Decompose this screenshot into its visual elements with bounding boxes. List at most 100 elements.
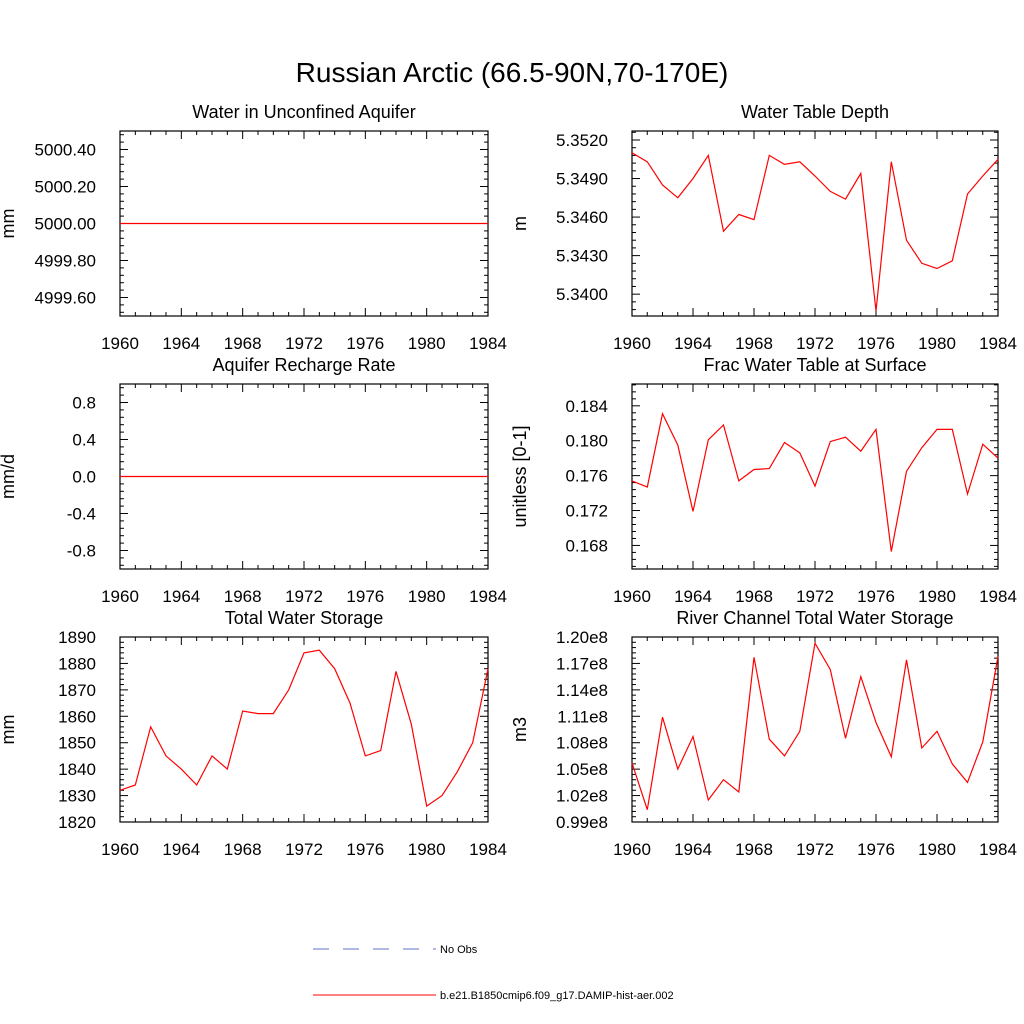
legend: No Obs b.e21.B1850cmip6.f09_g17.DAMIP-his… [313,944,674,1002]
chart-panel-6: 1960 1964 1968 1972 1976 1980 1984 0.99e8 1.02e8… [510,608,1017,859]
x-tick-label: 1968 [735,587,773,606]
series-line [631,641,999,810]
legend-label: b.e21.B1850cmip6.f09_g17.DAMIP-hist-aer.… [440,990,674,1002]
y-tick-label: 0.172 [565,502,608,521]
figure-title: Russian Arctic (66.5-90N,70-170E) [296,57,729,88]
y-tick-label: 1890 [58,628,96,647]
y-tick-label: 0.4 [72,431,96,450]
chart-panel-5: 1960 1964 1968 1972 1976 1980 1984 1820 1830 1840… [0,608,507,859]
x-tick-label: 1960 [613,334,651,353]
panel-title: Frac Water Table at Surface [703,355,926,375]
y-axis-label: m3 [510,717,530,742]
legend-entry-run: b.e21.B1850cmip6.f09_g17.DAMIP-hist-aer.… [313,990,674,1002]
x-tick-label: 1984 [469,840,507,859]
plot-frame [631,636,999,823]
x-tick-label: 1964 [162,840,200,859]
x-tick-label: 1980 [918,587,956,606]
x-tick-label: 1964 [162,334,200,353]
x-tick-label: 1968 [224,587,262,606]
chart-panel-2: 1960 1964 1968 1972 1976 1980 1984 5.3400 5.3430… [510,102,1017,353]
panel-title: Water in Unconfined Aquifer [192,102,415,122]
series-line [631,411,999,552]
y-tick-label: 1.11e8 [557,707,608,726]
legend-label: No Obs [440,944,478,956]
y-axis-label: m [510,216,530,231]
y-axis-label: mm [0,715,18,745]
x-tick-label: 1980 [408,840,446,859]
y-tick-label: 5000.20 [35,178,96,197]
x-tick-label: 1976 [857,334,895,353]
x-tick-label: 1960 [613,587,651,606]
y-tick-label: 1.20e8 [556,628,608,647]
y-tick-label: 1830 [58,787,96,806]
y-tick-label: 1840 [58,760,96,779]
x-tick-label: 1980 [408,334,446,353]
x-tick-label: 1968 [224,840,262,859]
y-tick-label: 0.168 [565,536,608,555]
y-tick-label: 0.99e8 [556,813,608,832]
x-tick-label: 1972 [285,840,323,859]
x-tick-label: 1972 [796,334,834,353]
series-line [119,649,489,808]
x-tick-label: 1964 [674,587,712,606]
y-tick-label: 0.180 [565,432,608,451]
y-tick-label: 5.3460 [556,208,608,227]
x-tick-label: 1980 [918,840,956,859]
panel-title: River Channel Total Water Storage [676,608,953,628]
y-tick-label: 1860 [58,707,96,726]
chart-panel-3: 1960 1964 1968 1972 1976 1980 1984 -0.8 -0.4 0.0 0… [0,355,507,606]
y-tick-label: 0.0 [72,468,96,487]
panel-title: Aquifer Recharge Rate [212,355,395,375]
x-tick-label: 1976 [346,840,384,859]
plot-frame [631,130,999,317]
x-tick-label: 1968 [224,334,262,353]
panel-title: Water Table Depth [741,102,889,122]
y-tick-label: 1.05e8 [556,760,608,779]
x-tick-label: 1984 [979,587,1017,606]
x-tick-label: 1976 [857,840,895,859]
y-tick-label: 0.184 [565,397,608,416]
y-axis-label: mm [0,209,18,239]
y-tick-label: 4999.60 [35,289,96,308]
y-tick-label: 4999.80 [35,252,96,271]
plot-frame [119,636,489,823]
y-tick-label: 5.3490 [556,170,608,189]
x-tick-label: 1972 [285,334,323,353]
series-line [631,152,999,311]
y-tick-label: 1880 [58,654,96,673]
x-tick-label: 1972 [796,840,834,859]
y-tick-label: 0.8 [72,394,96,413]
y-tick-label: 1850 [58,734,96,753]
x-tick-label: 1960 [101,334,139,353]
y-tick-label: 1820 [58,813,96,832]
x-tick-label: 1964 [674,840,712,859]
x-tick-label: 1976 [857,587,895,606]
y-tick-label: 0.176 [565,467,608,486]
y-tick-label: -0.4 [67,505,96,524]
x-tick-label: 1972 [285,587,323,606]
x-tick-label: 1984 [469,587,507,606]
y-tick-label: 5000.40 [35,141,96,160]
y-tick-label: 1.17e8 [556,654,608,673]
x-tick-label: 1960 [613,840,651,859]
x-tick-label: 1976 [346,587,384,606]
y-axis-label: unitless [0-1] [510,425,530,527]
x-tick-label: 1984 [979,334,1017,353]
x-tick-label: 1964 [162,587,200,606]
x-tick-label: 1984 [469,334,507,353]
x-tick-label: 1960 [101,587,139,606]
y-tick-label: 5.3400 [556,285,608,304]
y-tick-label: 5000.00 [35,215,96,234]
x-tick-label: 1968 [735,840,773,859]
plot-frame [631,383,999,570]
chart-panel-4: 1960 1964 1968 1972 1976 1980 1984 0.168 0.172 0.… [510,355,1017,606]
y-tick-label: 1870 [58,681,96,700]
y-axis-label: mm/d [0,454,18,499]
x-tick-label: 1964 [674,334,712,353]
panels: 1960 1964 1968 1972 1976 1980 1984 4999.60 4999.… [0,102,1017,859]
y-tick-label: 1.08e8 [556,734,608,753]
x-tick-label: 1968 [735,334,773,353]
y-tick-label: 1.02e8 [556,787,608,806]
legend-entry-no-obs: No Obs [313,944,478,956]
